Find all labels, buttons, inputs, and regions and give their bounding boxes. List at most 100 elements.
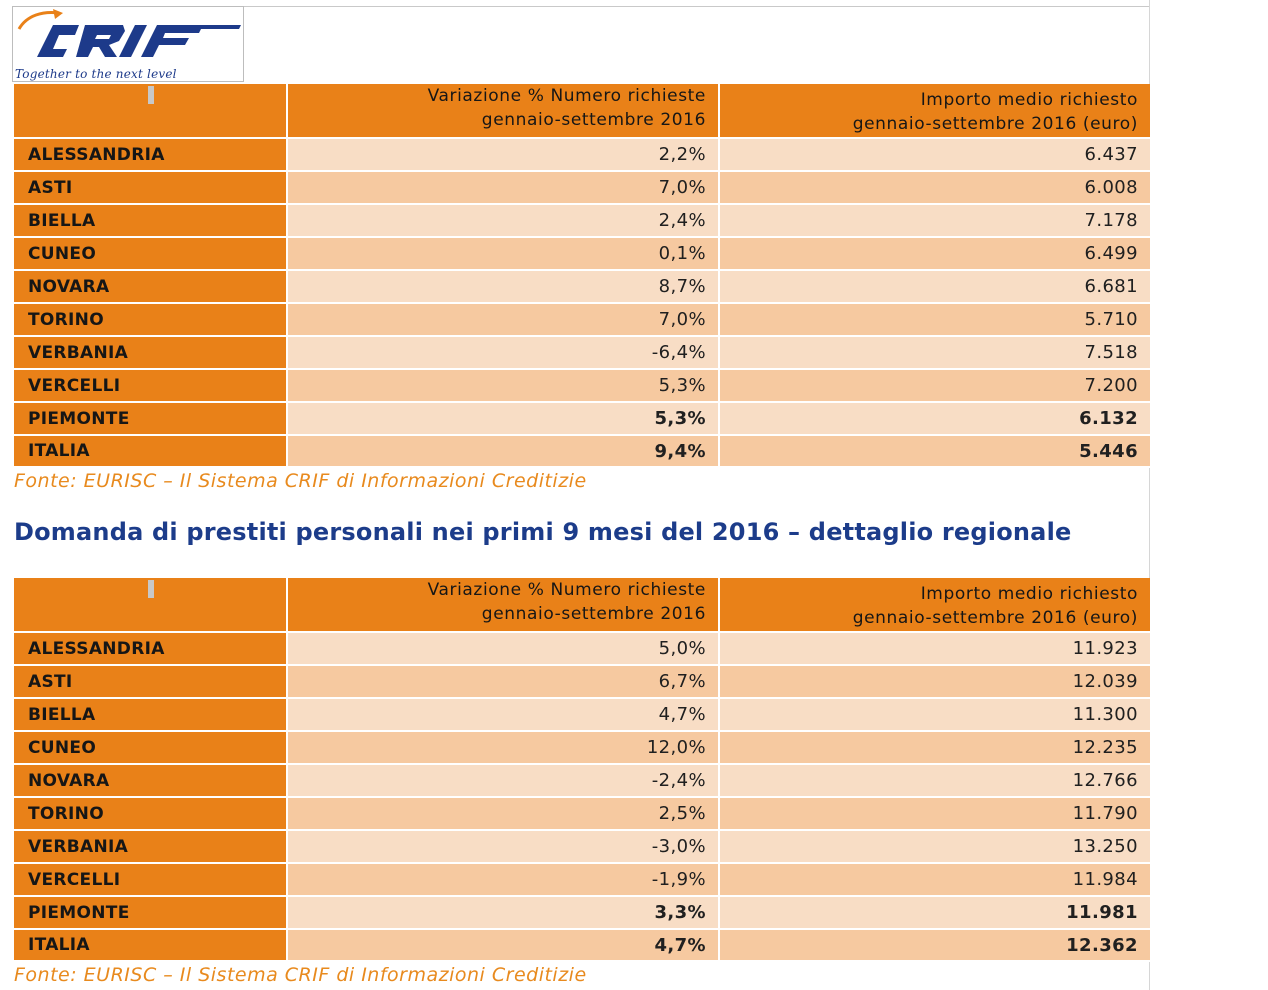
importo-value: 5.446 <box>720 436 1150 468</box>
province-name: BIELLA <box>14 205 288 238</box>
variazione-value: 5,3% <box>288 370 720 403</box>
province-name: PIEMONTE <box>14 897 288 930</box>
header-variazione-line2: gennaio-settembre 2016 <box>481 110 706 130</box>
variazione-value: 12,0% <box>288 732 720 765</box>
importo-value: 5.710 <box>720 304 1150 337</box>
variazione-value: -6,4% <box>288 337 720 370</box>
variazione-value: 4,7% <box>288 699 720 732</box>
table-row: VERCELLI -1,9% 11.984 <box>14 864 1150 897</box>
province-name: ASTI <box>14 172 288 205</box>
importo-value: 11.923 <box>720 633 1150 666</box>
table-row: VERCELLI 5,3% 7.200 <box>14 370 1150 403</box>
table-row: ASTI 7,0% 6.008 <box>14 172 1150 205</box>
variazione-value: 7,0% <box>288 304 720 337</box>
variazione-value: 8,7% <box>288 271 720 304</box>
importo-value: 7.178 <box>720 205 1150 238</box>
variazione-value: 2,2% <box>288 139 720 172</box>
table-row: ALESSANDRIA 2,2% 6.437 <box>14 139 1150 172</box>
importo-value: 11.984 <box>720 864 1150 897</box>
province-name: ASTI <box>14 666 288 699</box>
table-row: TORINO 7,0% 5.710 <box>14 304 1150 337</box>
importo-value: 11.790 <box>720 798 1150 831</box>
header-importo-line2: gennaio-settembre 2016 (euro) <box>852 608 1138 628</box>
table-header-row: Variazione % Numero richieste gennaio-set… <box>14 84 1150 139</box>
province-name: TORINO <box>14 304 288 337</box>
province-name: TORINO <box>14 798 288 831</box>
province-name: VERBANIA <box>14 831 288 864</box>
table-row: BIELLA 2,4% 7.178 <box>14 205 1150 238</box>
variazione-value: 0,1% <box>288 238 720 271</box>
importo-value: 6.437 <box>720 139 1150 172</box>
importo-value: 7.200 <box>720 370 1150 403</box>
header-variazione-line1: Variazione % Numero richieste <box>427 580 706 600</box>
variazione-value: 2,5% <box>288 798 720 831</box>
province-name: CUNEO <box>14 238 288 271</box>
province-name: VERBANIA <box>14 337 288 370</box>
header-importo-line1: Importo medio richiesto <box>920 584 1138 604</box>
importo-value: 12.766 <box>720 765 1150 798</box>
province-name: ALESSANDRIA <box>14 139 288 172</box>
variazione-value: -1,9% <box>288 864 720 897</box>
province-name: ITALIA <box>14 436 288 468</box>
province-name: VERCELLI <box>14 370 288 403</box>
importo-value: 11.981 <box>720 897 1150 930</box>
province-name: VERCELLI <box>14 864 288 897</box>
table-row: PIEMONTE 5,3% 6.132 <box>14 403 1150 436</box>
table-row: ITALIA 4,7% 12.362 <box>14 930 1150 962</box>
importo-value: 7.518 <box>720 337 1150 370</box>
header-variazione-line2: gennaio-settembre 2016 <box>481 604 706 624</box>
table-row: CUNEO 0,1% 6.499 <box>14 238 1150 271</box>
table-row: CUNEO 12,0% 12.235 <box>14 732 1150 765</box>
variazione-value: 6,7% <box>288 666 720 699</box>
crif-logo: Together to the next level <box>12 6 244 82</box>
crif-logo-mark <box>17 9 241 57</box>
variazione-value: -2,4% <box>288 765 720 798</box>
variazione-value: 7,0% <box>288 172 720 205</box>
province-name: NOVARA <box>14 765 288 798</box>
variazione-value: 9,4% <box>288 436 720 468</box>
header-variazione: Variazione % Numero richieste gennaio-set… <box>288 84 720 139</box>
table-regional-2016: Variazione % Numero richieste gennaio-set… <box>14 578 1150 962</box>
column-marker <box>148 86 154 104</box>
province-name: ALESSANDRIA <box>14 633 288 666</box>
table-row: TORINO 2,5% 11.790 <box>14 798 1150 831</box>
source-note-2: Fonte: EURISC – Il Sistema CRIF di Infor… <box>14 964 587 986</box>
frame-top-line <box>244 0 1150 7</box>
variazione-value: 5,0% <box>288 633 720 666</box>
province-name: NOVARA <box>14 271 288 304</box>
column-marker <box>148 580 154 598</box>
importo-value: 6.681 <box>720 271 1150 304</box>
importo-value: 11.300 <box>720 699 1150 732</box>
section-title-regional: Domanda di prestiti personali nei primi … <box>14 518 1072 546</box>
variazione-value: 2,4% <box>288 205 720 238</box>
table-row: ALESSANDRIA 5,0% 11.923 <box>14 633 1150 666</box>
logo-tagline: Together to the next level <box>15 67 177 81</box>
table-row: BIELLA 4,7% 11.300 <box>14 699 1150 732</box>
header-importo-line1: Importo medio richiesto <box>920 90 1138 110</box>
header-variazione: Variazione % Numero richieste gennaio-set… <box>288 578 720 633</box>
province-name: PIEMONTE <box>14 403 288 436</box>
table-row: NOVARA 8,7% 6.681 <box>14 271 1150 304</box>
table-header-row: Variazione % Numero richieste gennaio-set… <box>14 578 1150 633</box>
variazione-value: 4,7% <box>288 930 720 962</box>
importo-value: 13.250 <box>720 831 1150 864</box>
importo-value: 6.499 <box>720 238 1150 271</box>
province-name: BIELLA <box>14 699 288 732</box>
source-note-1: Fonte: EURISC – Il Sistema CRIF di Infor… <box>14 470 587 492</box>
variazione-value: 5,3% <box>288 403 720 436</box>
table-row: ITALIA 9,4% 5.446 <box>14 436 1150 468</box>
table-row: VERBANIA -3,0% 13.250 <box>14 831 1150 864</box>
importo-value: 12.039 <box>720 666 1150 699</box>
province-name: CUNEO <box>14 732 288 765</box>
header-importo: Importo medio richiesto gennaio-settembre… <box>720 578 1150 633</box>
importo-value: 6.008 <box>720 172 1150 205</box>
header-importo-line2: gennaio-settembre 2016 (euro) <box>852 114 1138 134</box>
variazione-value: 3,3% <box>288 897 720 930</box>
importo-value: 6.132 <box>720 403 1150 436</box>
table-row: ASTI 6,7% 12.039 <box>14 666 1150 699</box>
table-row: VERBANIA -6,4% 7.518 <box>14 337 1150 370</box>
table-row: PIEMONTE 3,3% 11.981 <box>14 897 1150 930</box>
header-corner-cell <box>14 84 288 139</box>
frame-right-line <box>1149 0 1150 990</box>
table-row: NOVARA -2,4% 12.766 <box>14 765 1150 798</box>
